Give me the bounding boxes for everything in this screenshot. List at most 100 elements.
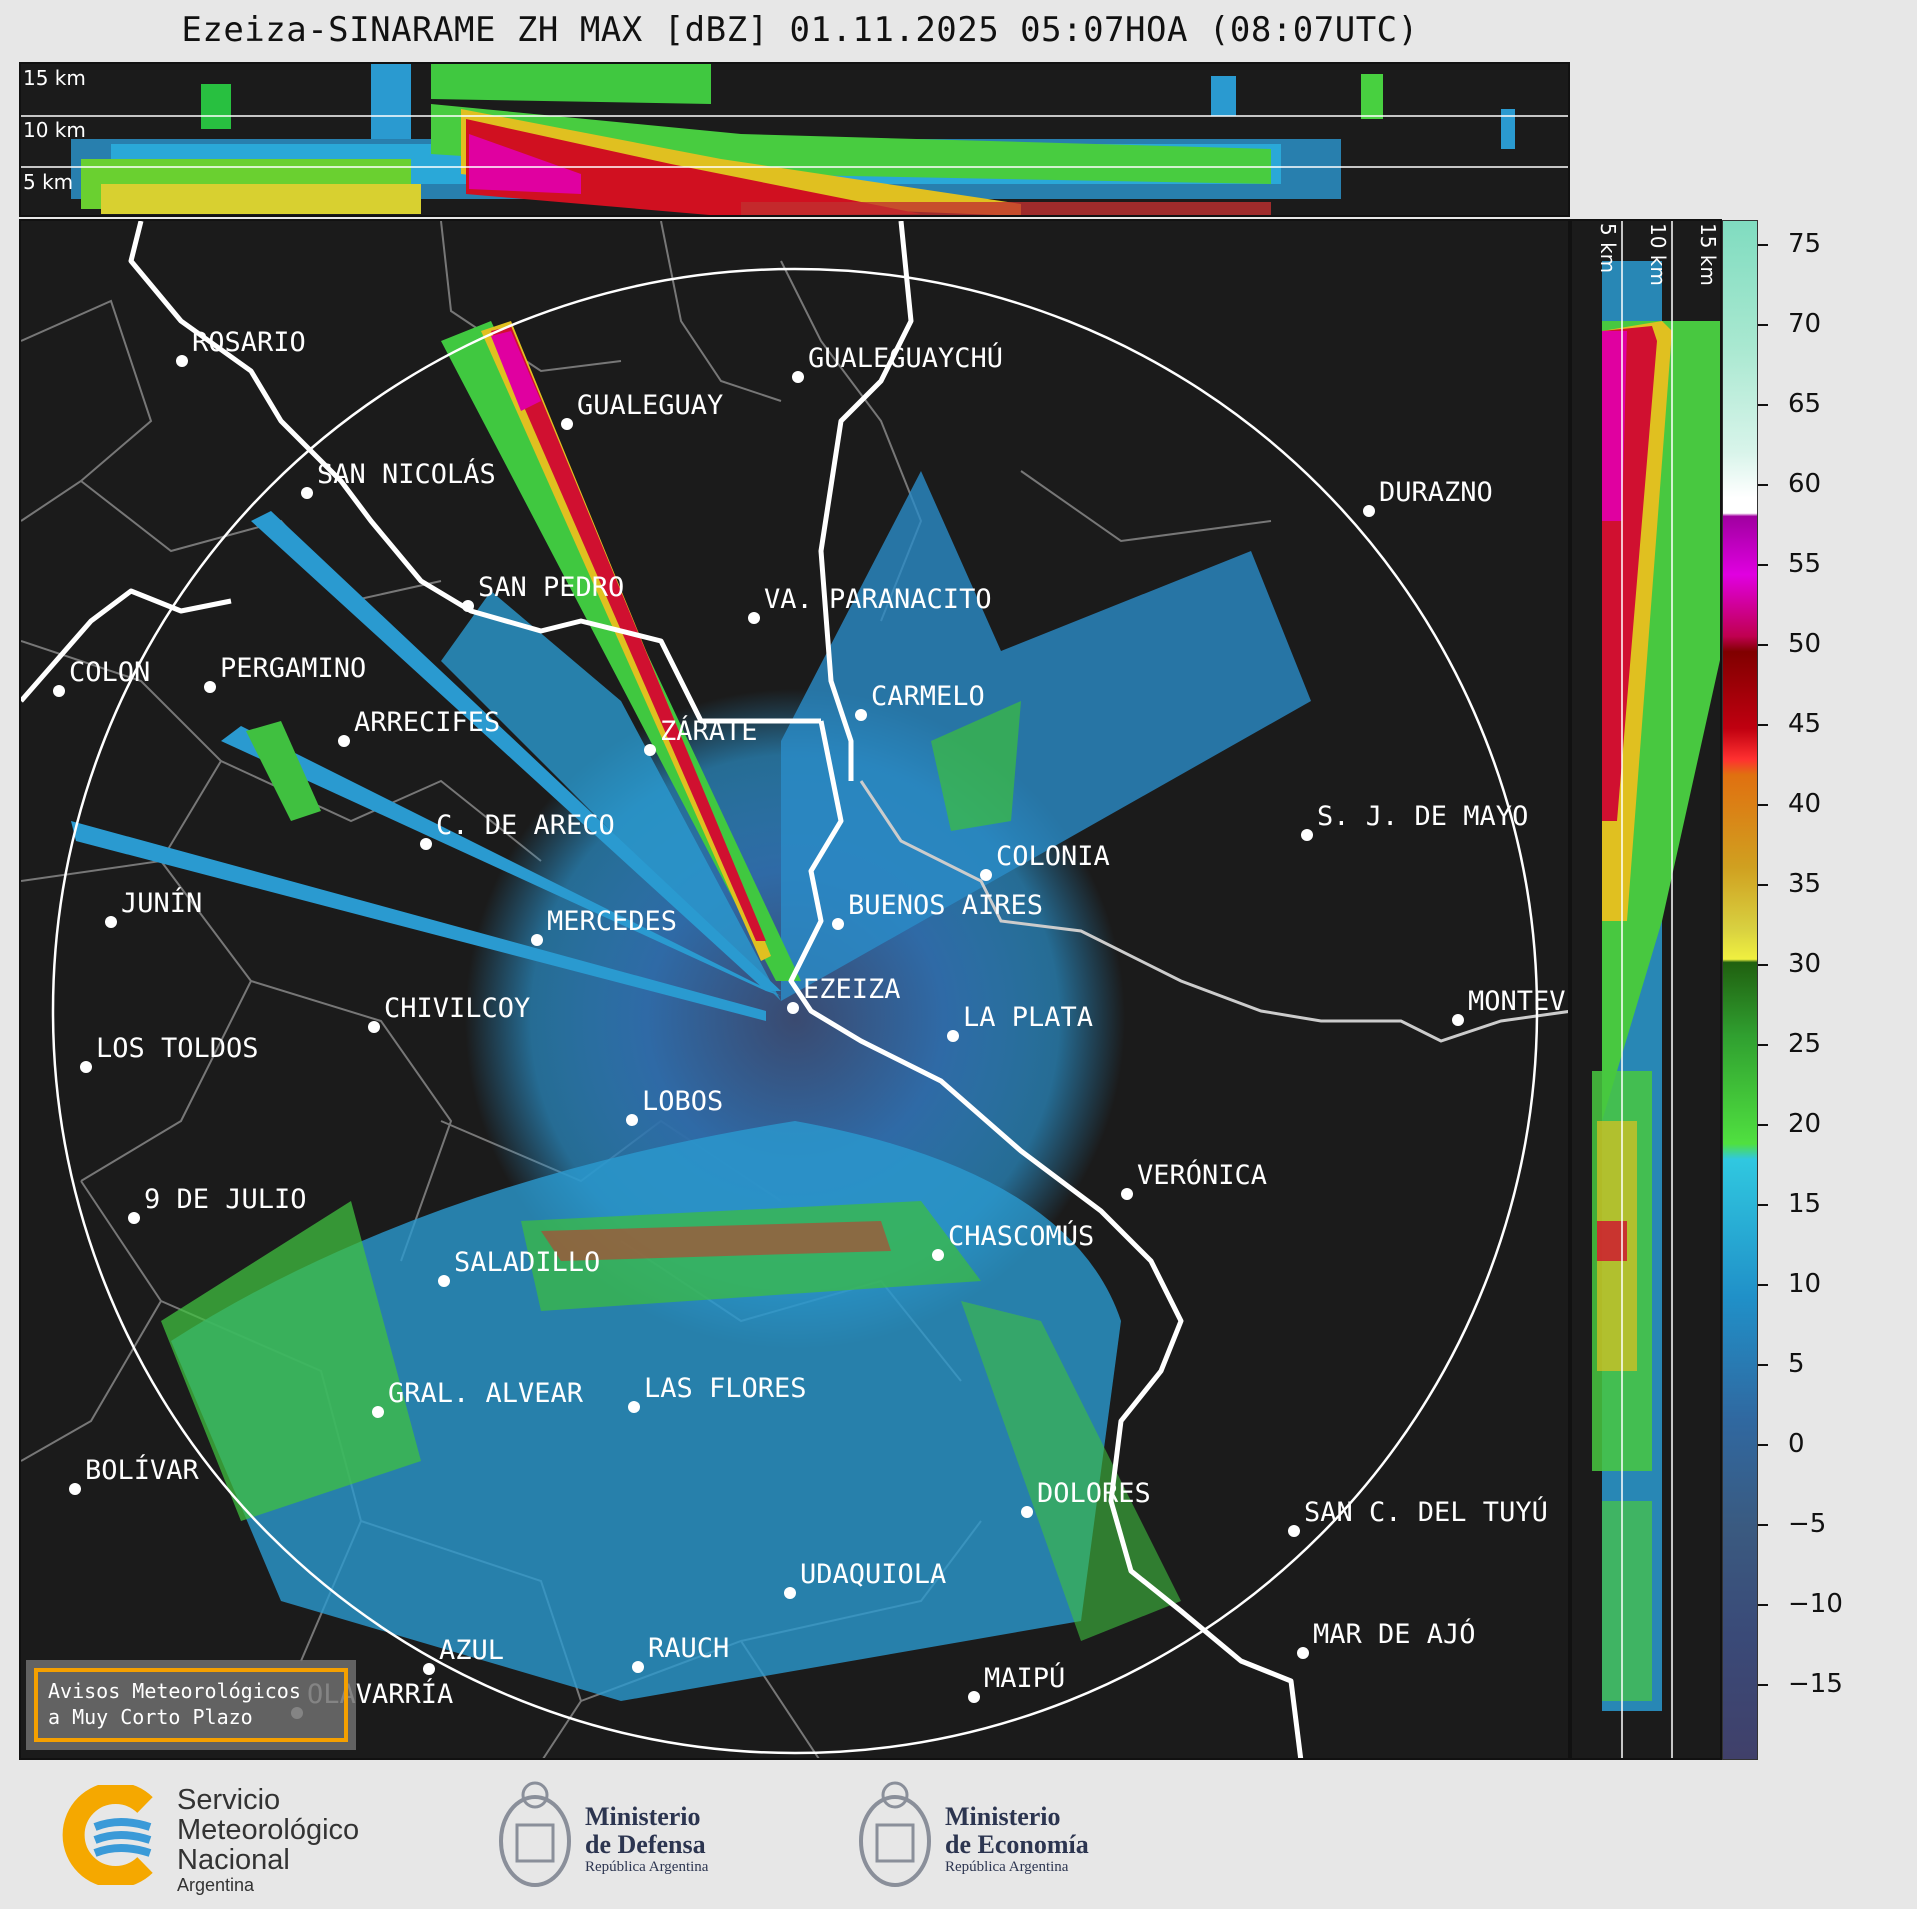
colorbar-tick: 30: [1788, 949, 1822, 979]
city-9-de-julio: 9 DE JULIO: [144, 1184, 307, 1215]
colorbar-tick-mark: [1758, 964, 1768, 966]
coastline: [21, 221, 1304, 1758]
defensa-title2: de Defensa: [585, 1830, 706, 1859]
city-sj-de-mayo: S. J. DE MAYO: [1317, 801, 1528, 832]
defensa-title1: Ministerio: [585, 1802, 701, 1831]
colorbar-tick-mark: [1758, 1444, 1768, 1446]
city-saladillo: SALADILLO: [454, 1247, 600, 1278]
city-colon: COLON: [69, 657, 150, 688]
colorbar-tick: 65: [1788, 389, 1822, 419]
city-veronica: VERÓNICA: [1137, 1159, 1267, 1191]
city-carmelo: CARMELO: [871, 681, 985, 712]
smn-logo-icon: [62, 1785, 153, 1885]
dbz-colorbar: [1722, 220, 1758, 1760]
top-profile-graphic: [21, 64, 1568, 215]
colorbar-tick: −15: [1788, 1669, 1843, 1699]
city-durazno: DURAZNO: [1379, 477, 1493, 508]
city-dolores: DOLORES: [1037, 1478, 1151, 1509]
radar-map[interactable]: ROSARIO GUALEGUAYCHÚ GUALEGUAY SAN NICOL…: [19, 219, 1570, 1760]
avisos-line2: a Muy Corto Plazo: [48, 1705, 253, 1729]
colorbar-tick-mark: [1758, 1684, 1768, 1686]
city-las-flores: LAS FLORES: [644, 1373, 807, 1404]
city-arrecifes: ARRECIFES: [354, 707, 500, 738]
economia-title1: Ministerio: [945, 1802, 1061, 1831]
colorbar-tick-mark: [1758, 244, 1768, 246]
radar-map-graphic: ROSARIO GUALEGUAYCHÚ GUALEGUAY SAN NICOL…: [21, 221, 1568, 1758]
colorbar-tick-mark: [1758, 564, 1768, 566]
city-markers: [53, 355, 1464, 1719]
city-c-de-areco: C. DE ARECO: [436, 810, 615, 841]
smn-line2: Meteorológico: [177, 1814, 360, 1846]
city-zarate: ZÁRATE: [660, 715, 758, 747]
colorbar-tick: 70: [1788, 309, 1822, 339]
colorbar-tick: 15: [1788, 1189, 1822, 1219]
uruguay-coast: [859, 780, 1568, 1043]
colorbar-tick: −5: [1788, 1509, 1827, 1539]
colorbar-tick-mark: [1758, 884, 1768, 886]
colorbar-tick-mark: [1758, 644, 1768, 646]
side-alt-10km: 10 km: [1646, 223, 1670, 286]
city-chivilcoy: CHIVILCOY: [384, 993, 530, 1024]
city-gral-alvear: GRAL. ALVEAR: [388, 1378, 584, 1409]
city-pergamino: PERGAMINO: [220, 653, 366, 684]
city-la-plata: LA PLATA: [963, 1002, 1093, 1033]
colorbar-tick-mark: [1758, 1524, 1768, 1526]
city-chascomus: CHASCOMÚS: [948, 1220, 1094, 1252]
city-lobos: LOBOS: [642, 1086, 723, 1117]
avisos-line1: Avisos Meteorológicos: [48, 1679, 301, 1703]
colorbar-tick: 50: [1788, 629, 1822, 659]
city-colonia: COLONIA: [996, 841, 1110, 872]
colorbar-tick-mark: [1758, 404, 1768, 406]
smn-line1: Servicio: [177, 1784, 281, 1816]
alt-label-5km: 5 km: [23, 170, 74, 194]
city-mercedes: MERCEDES: [547, 906, 677, 937]
economia-logo: Ministerio de Economía República Argenti…: [855, 1775, 1135, 1895]
economia-title2: de Economía: [945, 1830, 1089, 1859]
colorbar-tick: 25: [1788, 1029, 1822, 1059]
side-alt-15km: 15 km: [1696, 223, 1720, 286]
economia-seal-icon: [859, 1781, 931, 1887]
side-alt-5km: 5 km: [1596, 223, 1620, 274]
colorbar-tick: 55: [1788, 549, 1822, 579]
city-udaquiola: UDAQUIOLA: [800, 1559, 946, 1590]
colorbar-tick: 5: [1788, 1349, 1805, 1379]
defensa-seal-icon: [499, 1781, 571, 1887]
colorbar-tick: 60: [1788, 469, 1822, 499]
side-height-profile: 5 km 10 km 15 km: [1570, 219, 1722, 1760]
city-montev: MONTEV: [1468, 986, 1566, 1017]
city-buenos-aires: BUENOS AIRES: [848, 890, 1043, 921]
city-maipu: MAIPÚ: [984, 1662, 1065, 1694]
colorbar-tick: 20: [1788, 1109, 1822, 1139]
city-azul: AZUL: [439, 1635, 504, 1666]
colorbar-tick: −10: [1788, 1589, 1843, 1619]
colorbar-tick-mark: [1758, 1284, 1768, 1286]
colorbar-tick-mark: [1758, 324, 1768, 326]
map-title: Ezeiza-SINARAME ZH MAX [dBZ] 01.11.2025 …: [181, 10, 1419, 50]
city-rauch: RAUCH: [648, 1633, 729, 1664]
alt-label-10km: 10 km: [23, 118, 86, 142]
city-gualeguay: GUALEGUAY: [577, 390, 723, 421]
top-height-profile: 15 km 10 km 5 km: [19, 62, 1570, 217]
colorbar-tick-mark: [1758, 1124, 1768, 1126]
colorbar-tick-mark: [1758, 1044, 1768, 1046]
colorbar-tick: 35: [1788, 869, 1822, 899]
city-junin: JUNÍN: [121, 887, 202, 919]
alt-label-15km: 15 km: [23, 66, 86, 90]
smn-logo: Servicio Meteorológico Nacional Argentin…: [55, 1784, 395, 1895]
colorbar-tick: 45: [1788, 709, 1822, 739]
city-ezeiza: EZEIZA: [803, 974, 901, 1005]
city-mar-de-ajo: MAR DE AJÓ: [1313, 1618, 1476, 1650]
city-san-nicolas: SAN NICOLÁS: [317, 458, 496, 490]
colorbar-tick: 10: [1788, 1269, 1822, 1299]
city-bolivar: BOLÍVAR: [85, 1454, 200, 1486]
colorbar-tick-mark: [1758, 1364, 1768, 1366]
colorbar-tick-mark: [1758, 484, 1768, 486]
colorbar-tick-mark: [1758, 804, 1768, 806]
city-va-paranacito: VA. PARANACITO: [764, 584, 992, 615]
range-ring: [51, 267, 1539, 1755]
avisos-badge: Avisos Meteorológicos a Muy Corto Plazo: [26, 1660, 356, 1750]
colorbar-tick: 75: [1788, 229, 1822, 259]
city-san-c-del-tuyu: SAN C. DEL TUYÚ: [1304, 1496, 1548, 1528]
smn-line4: Argentina: [177, 1875, 255, 1895]
defensa-logo: Ministerio de Defensa República Argentin…: [495, 1775, 755, 1895]
